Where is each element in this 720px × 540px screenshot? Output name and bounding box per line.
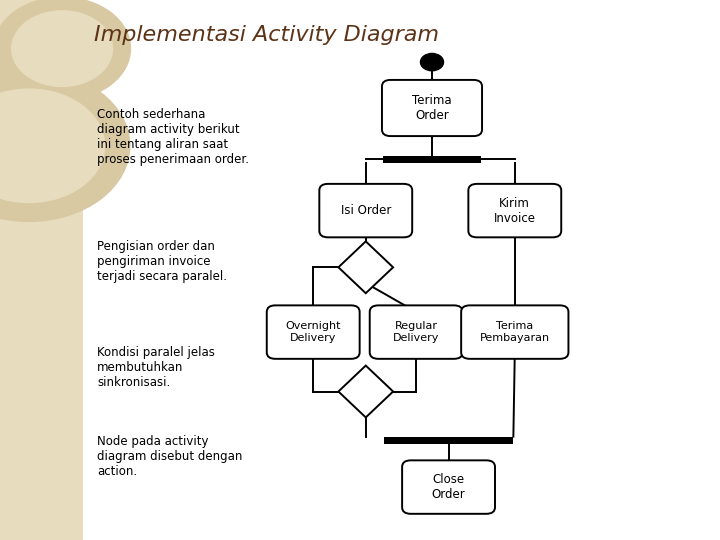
Text: Terima
Order: Terima Order xyxy=(412,94,452,122)
Polygon shape xyxy=(338,241,393,293)
Circle shape xyxy=(0,0,130,100)
FancyBboxPatch shape xyxy=(320,184,412,238)
Text: Overnight
Delivery: Overnight Delivery xyxy=(285,321,341,343)
Text: Kirim
Invoice: Kirim Invoice xyxy=(494,197,536,225)
Text: Contoh sederhana
diagram activity berikut
ini tentang aliran saat
proses penerim: Contoh sederhana diagram activity beriku… xyxy=(97,108,249,166)
Text: Regular
Delivery: Regular Delivery xyxy=(393,321,439,343)
FancyBboxPatch shape xyxy=(402,460,495,514)
FancyBboxPatch shape xyxy=(370,306,462,359)
Bar xyxy=(384,436,513,444)
FancyBboxPatch shape xyxy=(468,184,562,238)
Bar xyxy=(0,0,83,540)
Polygon shape xyxy=(338,366,393,417)
Text: Pengisian order dan
pengiriman invoice
terjadi secara paralel.: Pengisian order dan pengiriman invoice t… xyxy=(97,240,228,284)
FancyBboxPatch shape xyxy=(266,306,360,359)
Text: Kondisi paralel jelas
membutuhkan
sinkronisasi.: Kondisi paralel jelas membutuhkan sinkro… xyxy=(97,346,215,389)
Text: Implementasi Activity Diagram: Implementasi Activity Diagram xyxy=(94,25,438,45)
FancyBboxPatch shape xyxy=(461,306,569,359)
Text: Terima
Pembayaran: Terima Pembayaran xyxy=(480,321,550,343)
Text: Close
Order: Close Order xyxy=(432,473,465,501)
Bar xyxy=(383,156,481,163)
FancyBboxPatch shape xyxy=(382,80,482,136)
Circle shape xyxy=(420,53,444,71)
Text: Isi Order: Isi Order xyxy=(341,204,391,217)
Circle shape xyxy=(0,89,104,202)
Circle shape xyxy=(12,11,112,86)
Text: Node pada activity
diagram disebut dengan
action.: Node pada activity diagram disebut denga… xyxy=(97,435,243,478)
Circle shape xyxy=(0,70,130,221)
